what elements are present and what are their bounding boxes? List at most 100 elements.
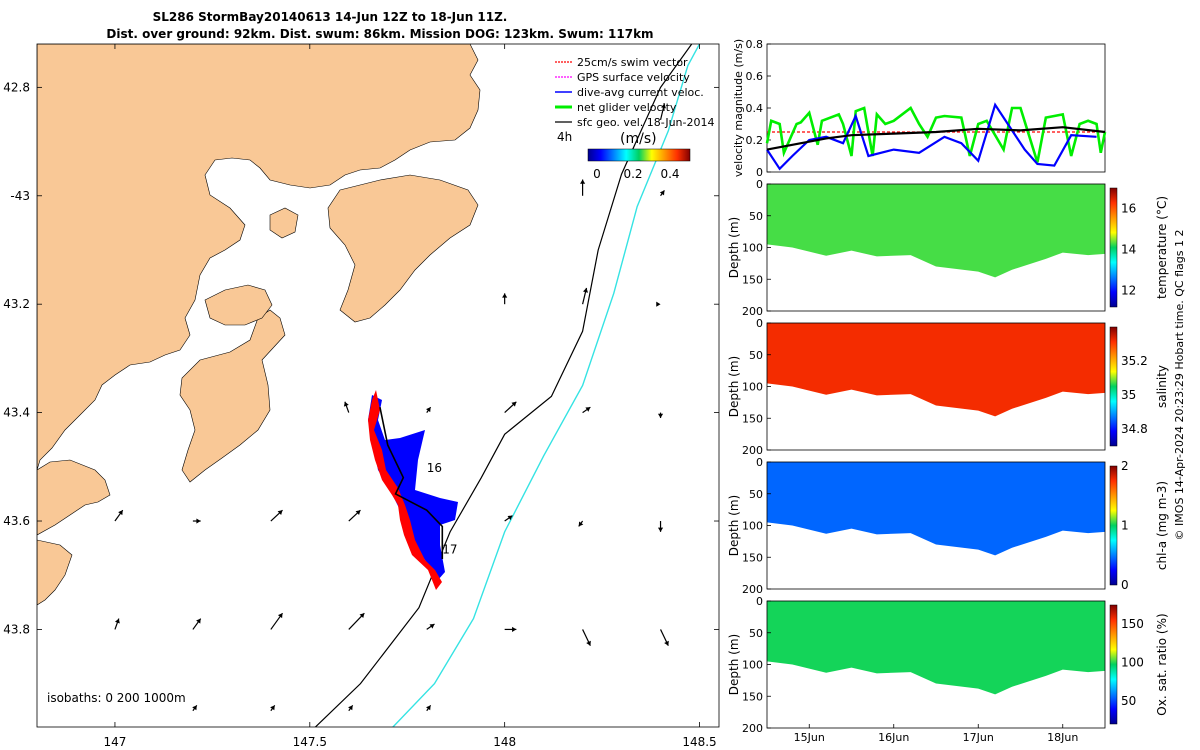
velocity-y-ticks: 0 0.2 0.4 0.6 0.8 (746, 38, 771, 179)
current-vector-29 (426, 704, 432, 712)
current-vector-9 (270, 612, 284, 630)
time-x-tick-2: 17Jun (963, 731, 994, 744)
oxygen-color-tick-2: 150 (1121, 617, 1144, 631)
temperature-y-tick-3: 150 (742, 273, 763, 286)
section-fill-salinity (767, 323, 1105, 417)
salinity-y-tick-3: 150 (742, 412, 763, 425)
salinity-ylabel: Depth (m) (727, 356, 741, 417)
oxygen-colorbar-label: Ox. sat. ratio (%) (1155, 613, 1169, 715)
current-vector-3 (348, 509, 361, 522)
chl-a-ylabel: Depth (m) (727, 495, 741, 556)
current-vector-0 (114, 509, 124, 522)
map-x-tick-1: 147.5 (293, 735, 327, 749)
map-x-tick-3: 148.5 (682, 735, 716, 749)
time-x-tick-1: 16Jun (878, 731, 909, 744)
oxygen-ylabel: Depth (m) (727, 634, 741, 695)
temperature-y-tick-0: 0 (756, 178, 763, 191)
current-vector-12 (504, 626, 517, 633)
velocity-series-2 (766, 102, 1097, 171)
map-y-tick-1: -43 (10, 189, 30, 203)
current-vector-19 (426, 406, 432, 413)
figure-subtitle: Dist. over ground: 92km. Dist. swum: 86k… (106, 27, 654, 41)
current-vector-1 (192, 518, 201, 524)
chl-a-y-tick-1: 50 (749, 488, 763, 501)
temperature-y-tick-2: 100 (742, 242, 763, 255)
current-vector-5 (578, 520, 584, 527)
section-fill-oxygen (767, 601, 1105, 695)
colorbar-tick-0: 0 (593, 167, 601, 181)
map-y-tick-3: 43.4 (3, 406, 30, 420)
oxygen-y-tick-1: 50 (749, 627, 763, 640)
chl-a-color-tick-2: 2 (1121, 459, 1129, 473)
current-vector-23 (580, 179, 586, 196)
tasman-peninsula (179, 309, 286, 483)
current-vector-26 (192, 704, 198, 712)
chl-a-color-tick-1: 1 (1121, 519, 1129, 533)
velocity-panel: 0 0.2 0.4 0.6 0.8 velocity magnitude (m/s) (732, 38, 1107, 179)
current-vector-16 (582, 406, 591, 414)
bruny-island (37, 539, 73, 606)
salinity-y-tick-1: 50 (749, 349, 763, 362)
colorbar-tick-1: 0.2 (623, 167, 642, 181)
salinity-colorbar-label: salinity (1155, 365, 1169, 408)
current-vector-10 (348, 612, 365, 630)
map-x-tick-0: 147 (103, 735, 126, 749)
colorbar-prefix: 4h (557, 130, 572, 144)
current-vectors (114, 103, 669, 712)
temperature-colorbar (1109, 187, 1118, 308)
day-label-0: 16 (427, 461, 442, 475)
legend-label-swim: 25cm/s swim vector (577, 56, 688, 69)
day-label-1: 17 (442, 543, 457, 557)
small-island (269, 207, 299, 239)
section-temperature: 0 50 100 150 200 Depth (m) 12 14 16 temperature (… (727, 178, 1169, 318)
current-vector-17 (657, 412, 664, 419)
temperature-y-tick-4: 200 (742, 305, 763, 318)
oxygen-color-tick-0: 50 (1121, 694, 1136, 708)
current-vector-25 (659, 103, 666, 121)
velocity-y-tick-2: 0.4 (746, 102, 764, 115)
section-fill-chl-a (767, 462, 1105, 556)
chl-a-colorbar-label: chl-a (mg m-3) (1155, 481, 1169, 570)
velocity-series (765, 102, 1107, 171)
current-vector-8 (192, 618, 202, 630)
section-oxygen: 0 50 100 150 200 Depth (m) 50 100 150 Ox. sat. ra… (727, 595, 1169, 744)
tasmania-mainland (37, 44, 481, 471)
legend-label-geo: sfc geo. vel. 18-Jun-2014 (577, 116, 714, 129)
current-vector-22 (656, 301, 661, 307)
current-vector-20 (502, 293, 508, 305)
map-y-tick-0: 42.8 (3, 80, 30, 94)
colorbar-gradient (587, 148, 691, 162)
chl-a-y-tick-0: 0 (756, 456, 763, 469)
oxygen-y-tick-4: 200 (742, 722, 763, 735)
oxygen-y-tick-2: 100 (742, 659, 763, 672)
velocity-frame (766, 43, 1106, 173)
velocity-y-tick-1: 0.2 (746, 134, 764, 147)
map-x-ticks: 147 147.5 148 148.5 (103, 44, 717, 749)
current-vector-2 (270, 509, 283, 522)
time-x-tick-3: 18Jun (1047, 731, 1078, 744)
current-vector-11 (426, 623, 435, 630)
current-vector-28 (348, 704, 354, 712)
isobaths-label: isobaths: 0 200 1000m (47, 691, 186, 705)
current-vector-18 (343, 401, 350, 413)
temperature-color-tick-0: 12 (1121, 284, 1136, 298)
legend-label-dive: dive-avg current veloc. (577, 86, 704, 99)
temperature-ylabel: Depth (m) (727, 217, 741, 278)
map-y-ticks: 42.8 -43 43.2 43.4 43.6 43.8 (3, 80, 719, 636)
map-y-tick-5: 43.8 (3, 622, 30, 636)
salinity-y-tick-4: 200 (742, 444, 763, 457)
glider-swath (368, 390, 458, 590)
map-legend: 25cm/s swim vector GPS surface velocity … (555, 56, 714, 129)
current-vector-27 (270, 704, 276, 712)
legend-label-net: net glider velocity (577, 101, 677, 114)
current-vector-4 (504, 515, 513, 522)
isobath-1000m (391, 44, 701, 727)
salinity-colorbar (1109, 326, 1118, 447)
velocity-series-3 (766, 126, 1106, 151)
temperature-colorbar-label: temperature (°C) (1155, 196, 1169, 299)
figure-title: SL286 StormBay20140613 14-Jun 12Z to 18-… (152, 10, 508, 24)
